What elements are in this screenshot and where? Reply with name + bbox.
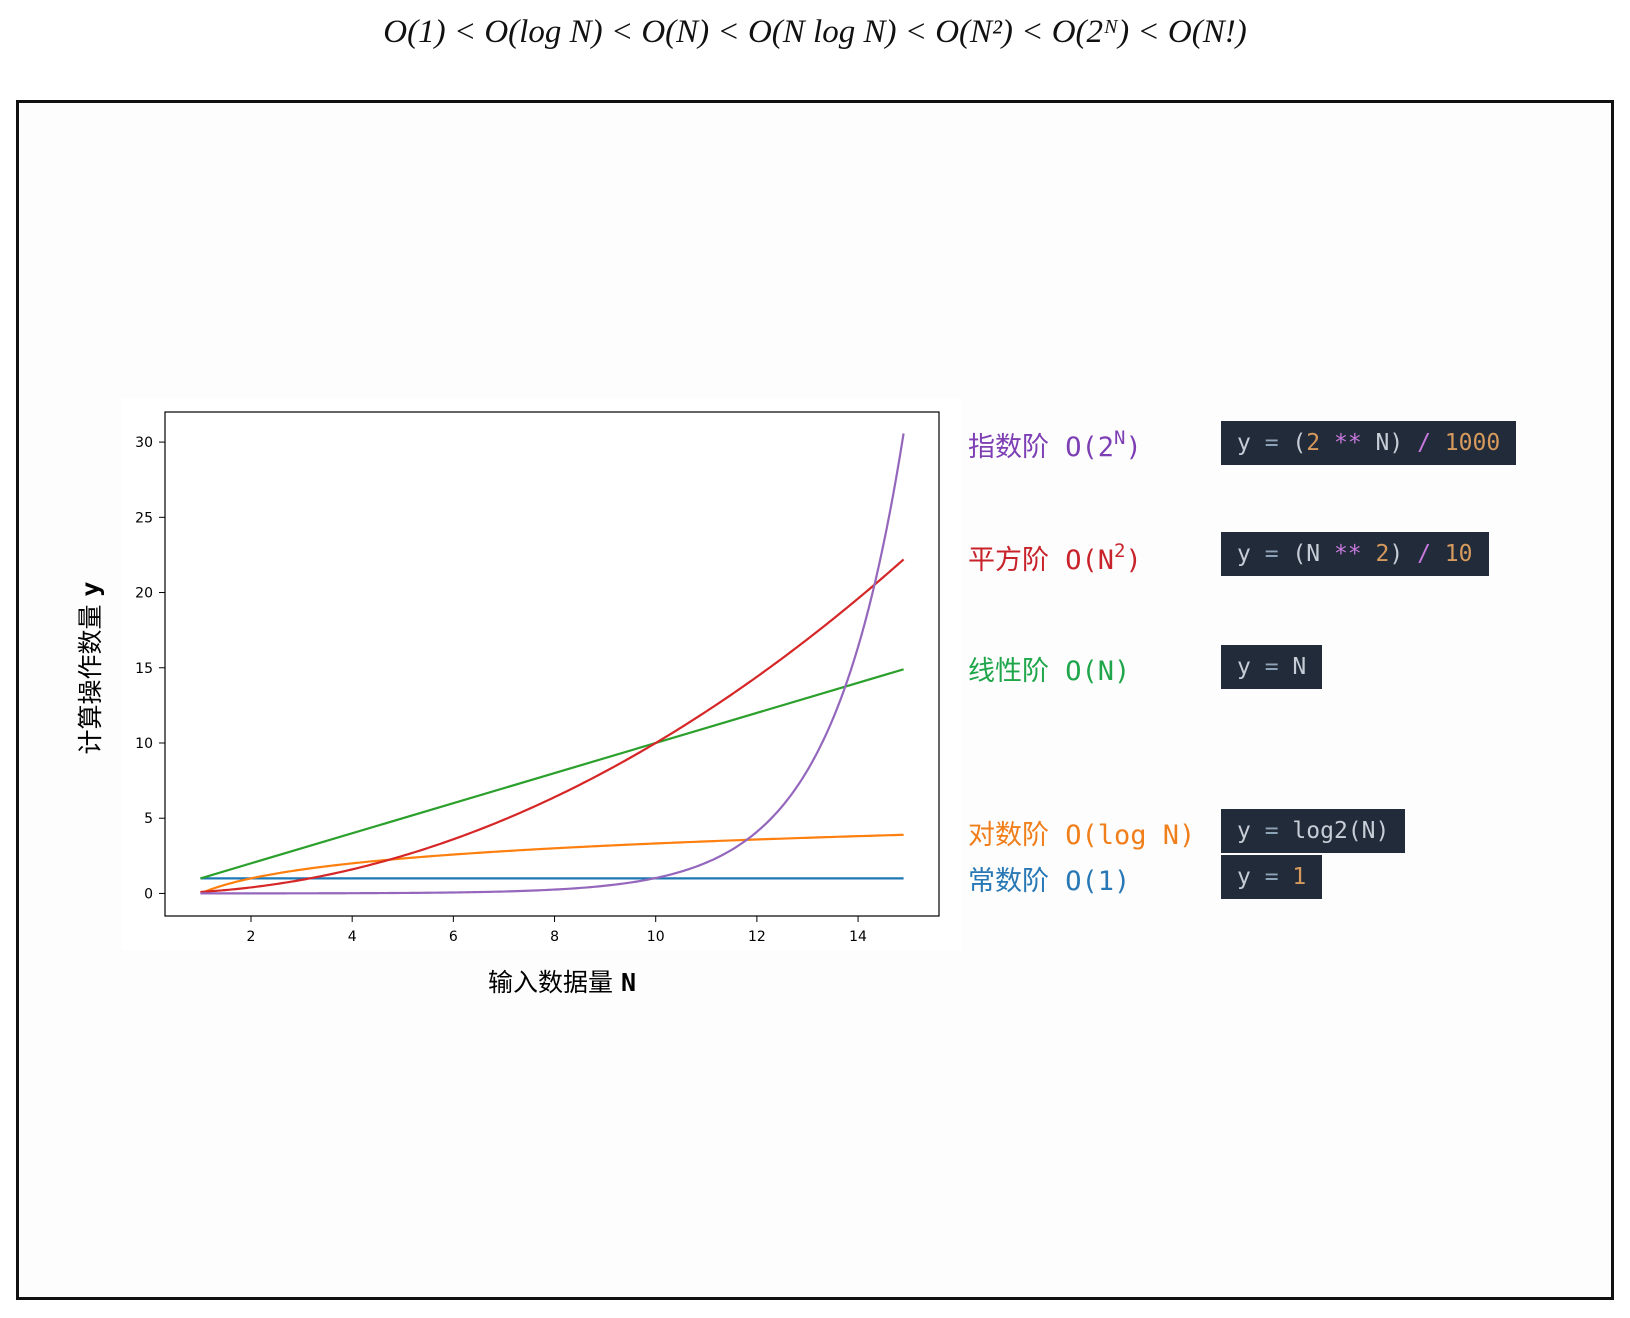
series-line-quadratic bbox=[200, 558, 905, 894]
legend-tail: ) bbox=[1125, 432, 1142, 463]
code-token: log2(N) bbox=[1278, 818, 1390, 844]
y-axis-label: 计算操作数量 y bbox=[76, 581, 105, 754]
figure-frame: 2 4 6 8 10 12 14 0 5 10 15 20 25 30 输入数据量 N 计算操作数量 y 指数… bbox=[16, 100, 1614, 1300]
code-token: y bbox=[1237, 864, 1265, 890]
code-token: y bbox=[1237, 430, 1265, 456]
code-token: y bbox=[1237, 654, 1265, 680]
code-box-log: y = log2(N) bbox=[1221, 809, 1406, 853]
code-token: / bbox=[1417, 430, 1431, 456]
code-token: N) bbox=[1361, 430, 1418, 456]
code-token: (N bbox=[1278, 541, 1334, 567]
code-box-quadratic: y = (N ** 2) / 10 bbox=[1221, 532, 1489, 576]
legend-label-exponential: 指数阶 O(2N) bbox=[968, 425, 1142, 464]
legend-name: 对数阶 bbox=[968, 820, 1049, 851]
code-box-exponential: y = (2 ** N) / 1000 bbox=[1221, 421, 1517, 465]
legend-name: 指数阶 bbox=[968, 432, 1049, 463]
legend-label-linear: 线性阶 O(N) bbox=[968, 649, 1130, 688]
legend-label-quadratic: 平方阶 O(N2) bbox=[968, 538, 1142, 577]
x-axis-label-var: N bbox=[621, 968, 636, 997]
code-token: y bbox=[1237, 541, 1265, 567]
x-tick-label: 4 bbox=[348, 929, 357, 945]
y-tick-label: 20 bbox=[135, 586, 153, 602]
code-token: 1 bbox=[1292, 864, 1307, 890]
code-token: / bbox=[1417, 541, 1431, 567]
code-token: 10 bbox=[1444, 541, 1473, 567]
legend-tail: ) bbox=[1125, 545, 1142, 576]
x-axis-label-text: 输入数据量 bbox=[488, 968, 621, 997]
chart-background bbox=[122, 398, 962, 950]
y-tick-label: 10 bbox=[135, 736, 153, 752]
x-tick-label: 2 bbox=[247, 929, 256, 945]
legend-sup: N bbox=[1114, 427, 1126, 449]
code-token: y bbox=[1237, 818, 1265, 844]
series-line-linear bbox=[200, 668, 904, 880]
legend-notation: O(N bbox=[1065, 545, 1115, 576]
code-token: N bbox=[1278, 654, 1307, 680]
complexity-order-formula: O(1) < O(log N) < O(N) < O(N log N) < O(… bbox=[383, 14, 1247, 50]
x-tick-label: 8 bbox=[550, 929, 559, 945]
code-token bbox=[1279, 864, 1293, 890]
code-token: = bbox=[1264, 818, 1279, 844]
legend-label-const: 常数阶 O(1) bbox=[968, 859, 1130, 898]
legend-name: 常数阶 bbox=[968, 866, 1049, 897]
code-token: = bbox=[1264, 864, 1279, 890]
code-token: 2 bbox=[1306, 430, 1321, 456]
code-token: = bbox=[1264, 430, 1279, 456]
legend-sup: 2 bbox=[1114, 540, 1126, 562]
y-tick-label: 30 bbox=[135, 435, 153, 451]
code-box-const: y = 1 bbox=[1221, 855, 1323, 899]
legend-name: 平方阶 bbox=[968, 545, 1049, 576]
code-token: 1000 bbox=[1444, 430, 1501, 456]
series-line-exponential bbox=[200, 433, 905, 895]
x-axis-label: 输入数据量 N bbox=[488, 968, 636, 997]
y-tick-label: 0 bbox=[144, 886, 153, 902]
legend-notation: O(N) bbox=[1065, 656, 1131, 687]
x-tick-label: 12 bbox=[748, 929, 766, 945]
y-tick-label: 5 bbox=[144, 811, 153, 827]
x-tick-label: 14 bbox=[849, 929, 867, 945]
legend-label-log: 对数阶 O(log N) bbox=[968, 813, 1195, 852]
legend-notation: O(1) bbox=[1065, 866, 1131, 897]
y-axis-label-var: y bbox=[76, 581, 105, 596]
legend-name: 线性阶 bbox=[968, 656, 1049, 687]
code-box-linear: y = N bbox=[1221, 645, 1323, 689]
y-tick-label: 15 bbox=[135, 661, 153, 677]
code-token bbox=[1431, 541, 1445, 567]
code-token: ) bbox=[1389, 541, 1418, 567]
legend-notation: O(2 bbox=[1065, 432, 1115, 463]
y-axis-label-text: 计算操作数量 bbox=[76, 597, 105, 755]
x-tick-label: 10 bbox=[647, 929, 665, 945]
code-token: ** bbox=[1333, 541, 1362, 567]
legend-notation: O(log N) bbox=[1065, 820, 1196, 851]
code-token: 2 bbox=[1375, 541, 1390, 567]
series-line-log bbox=[199, 833, 904, 895]
y-tick-label: 25 bbox=[135, 510, 153, 526]
x-tick-label: 6 bbox=[449, 929, 458, 945]
plot-area-border bbox=[164, 411, 940, 917]
code-token: ** bbox=[1333, 430, 1362, 456]
code-token: = bbox=[1264, 654, 1279, 680]
code-token bbox=[1362, 541, 1376, 567]
code-token: = bbox=[1264, 541, 1279, 567]
code-token bbox=[1431, 430, 1445, 456]
code-token: ( bbox=[1278, 430, 1307, 456]
code-token bbox=[1320, 430, 1334, 456]
line-chart: 2 4 6 8 10 12 14 0 5 10 15 20 25 30 输入数据量 N 计算操作数量 y bbox=[76, 398, 962, 997]
